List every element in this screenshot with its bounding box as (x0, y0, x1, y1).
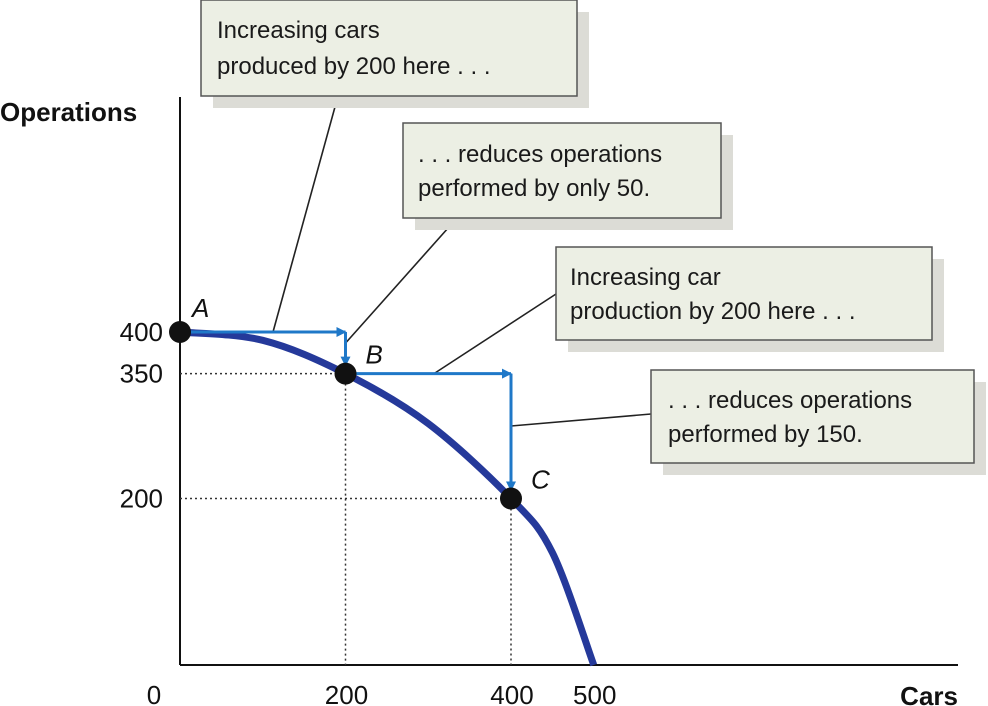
point-B (334, 362, 357, 385)
annotation-box-4: . . . reduces operations performed by 15… (650, 369, 986, 475)
y-axis-title: Operations (0, 97, 137, 127)
annotation-box-3: Increasing car production by 200 here . … (555, 246, 944, 352)
callout-connectors (272, 95, 652, 427)
x-axis-title: Cars (900, 681, 958, 706)
annotation-box-1-bg (200, 0, 578, 97)
y-tick-labels: 200 350 400 (120, 317, 163, 514)
annotation-4-line-1: . . . reduces operations (668, 387, 912, 414)
annotation-box-2: . . . reduces operations performed by on… (402, 122, 733, 230)
guide-lines (180, 372, 512, 665)
annotation-2-line-2: performed by only 50. (418, 175, 650, 202)
annotation-1-line-2: produced by 200 here . . . (217, 53, 491, 80)
point-C (500, 487, 522, 510)
point-label-B: B (366, 340, 383, 370)
x-tick-labels: 0 200 400 500 (147, 680, 617, 706)
x-tick-0: 0 (147, 680, 161, 706)
x-tick-200: 200 (325, 680, 368, 706)
annotation-box-2-bg (402, 122, 722, 219)
annotation-2-line-1: . . . reduces operations (418, 141, 662, 168)
connector-2 (345, 217, 458, 343)
annotation-3-line-2: production by 200 here . . . (570, 298, 856, 325)
step-arrows (180, 327, 516, 492)
annotation-3-line-1: Increasing car (570, 264, 721, 291)
y-tick-350: 350 (120, 359, 163, 389)
point-label-C: C (531, 465, 550, 495)
connector-1 (272, 95, 339, 333)
point-A (169, 321, 191, 343)
y-tick-200: 200 (120, 484, 163, 514)
ppf-curve (179, 328, 598, 667)
annotation-4-line-2: performed by 150. (668, 421, 863, 448)
point-label-A: A (190, 293, 209, 323)
points: A B C (169, 293, 550, 510)
annotation-box-1: Increasing cars produced by 200 here . .… (200, 0, 589, 108)
annotation-1-line-1: Increasing cars (217, 17, 380, 44)
connector-3 (433, 293, 557, 375)
x-tick-500: 500 (573, 680, 616, 706)
y-tick-400: 400 (120, 317, 163, 347)
annotation-box-3-bg (555, 246, 933, 341)
x-tick-400: 400 (490, 680, 533, 706)
annotation-box-4-bg (650, 369, 975, 464)
connector-4 (510, 413, 652, 427)
